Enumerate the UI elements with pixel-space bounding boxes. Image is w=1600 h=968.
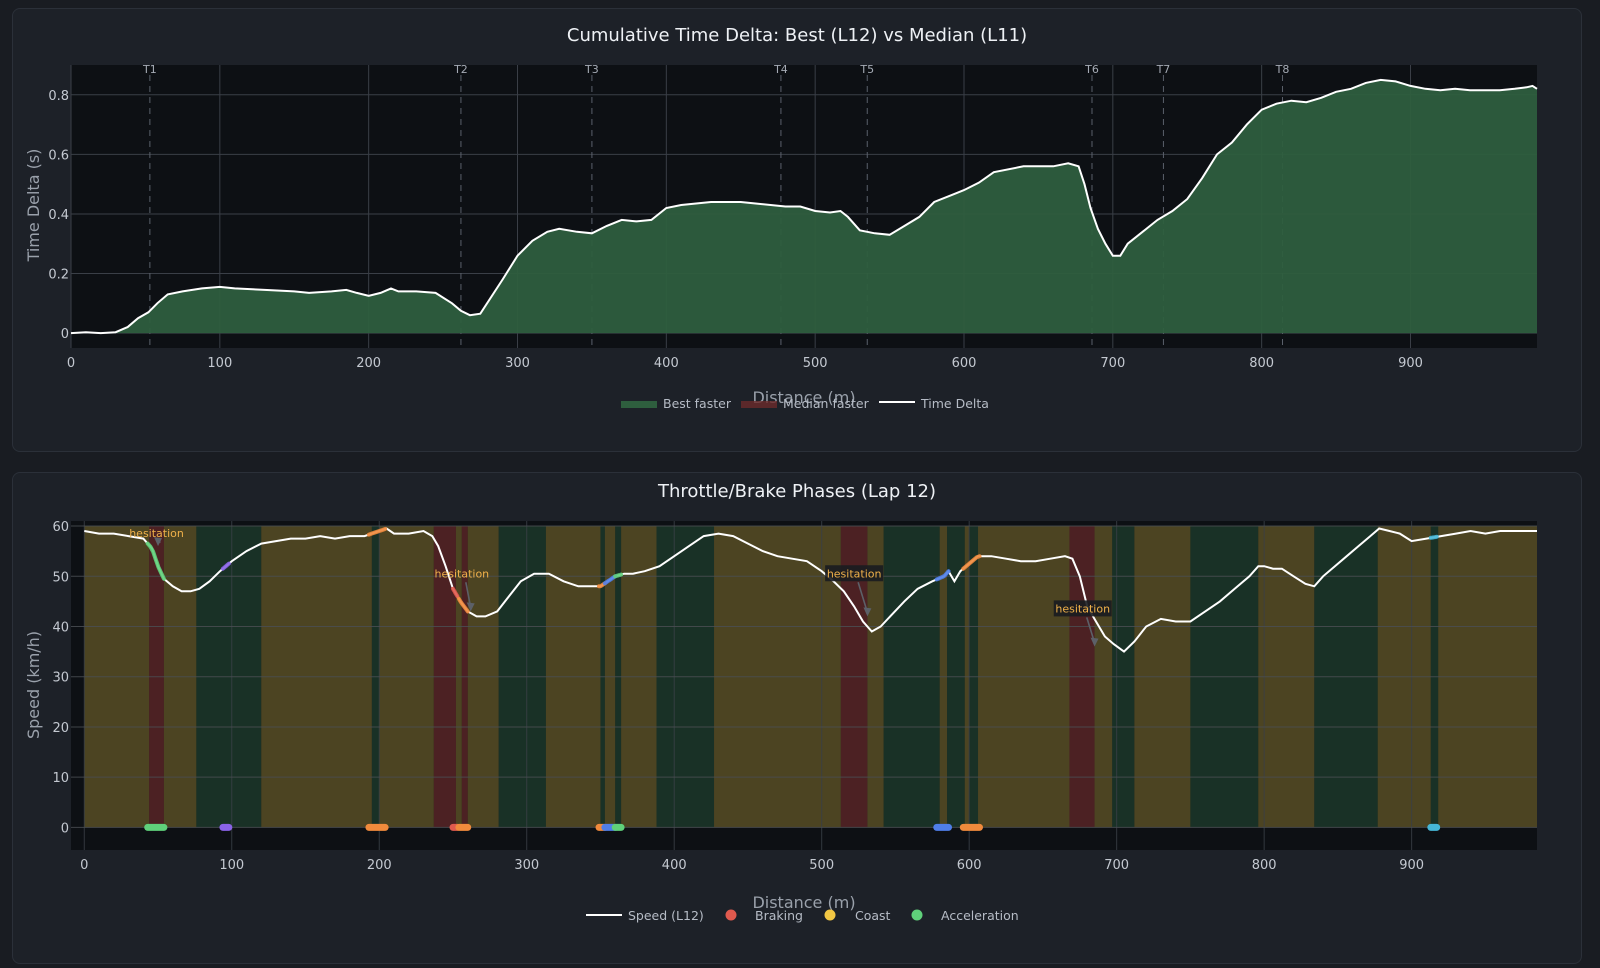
- x-tick-label: 600: [952, 356, 977, 371]
- axis-ticks: 0 100 200 300 400 500 600 700 800 900 0 10 20 30 40 50 6…: [52, 520, 1424, 873]
- x-axis-label: Distance (m): [752, 388, 855, 407]
- legend-swatch-coast[interactable]: [824, 909, 836, 921]
- legend-swatch-braking[interactable]: [725, 909, 737, 921]
- event-marker-trace: [451, 586, 460, 599]
- turn-label: T7: [1156, 63, 1171, 76]
- annotation-arrowhead: [863, 607, 872, 617]
- x-tick-label: 700: [1104, 858, 1129, 873]
- x-tick-label: 300: [514, 858, 539, 873]
- x-tick-label: 200: [356, 356, 381, 371]
- x-tick-label: 400: [654, 356, 679, 371]
- turn-label: T8: [1275, 63, 1290, 76]
- turn-label: T1: [142, 63, 157, 76]
- turn-label: T3: [584, 63, 599, 76]
- annotation-arrow: [857, 582, 869, 613]
- phases-panel: Throttle/Brake Phases (Lap 12) hesitatio…: [12, 472, 1582, 964]
- event-markers: [144, 527, 1441, 831]
- legend-label-median-faster[interactable]: Median faster: [783, 396, 870, 411]
- y-tick-label: 10: [52, 771, 69, 786]
- x-tick-label: 100: [207, 356, 232, 371]
- legend-label-speed[interactable]: Speed (L12): [628, 908, 704, 923]
- legend-swatch-best-faster[interactable]: [621, 401, 657, 408]
- x-tick-label: 200: [367, 858, 392, 873]
- x-tick-label: 800: [1249, 356, 1274, 371]
- legend-label-braking[interactable]: Braking: [755, 908, 803, 923]
- y-tick-label: 0.8: [48, 89, 69, 104]
- y-tick-label: 60: [52, 520, 69, 535]
- legend-label-coast[interactable]: Coast: [855, 908, 891, 923]
- legend-label-best-faster[interactable]: Best faster: [663, 396, 732, 411]
- y-tick-label: 40: [52, 620, 69, 635]
- x-tick-label: 700: [1100, 356, 1125, 371]
- x-axis-label: Distance (m): [752, 893, 855, 912]
- event-marker-trace: [613, 572, 624, 579]
- event-marker-trace: [456, 596, 470, 614]
- x-tick-label: 300: [505, 356, 530, 371]
- y-tick-label: 30: [52, 671, 69, 686]
- y-tick-label: 0.6: [48, 148, 69, 163]
- turn-label: T2: [453, 63, 468, 76]
- y-tick-label: 0: [61, 821, 69, 836]
- event-marker-trace: [145, 541, 166, 581]
- annotation-arrowhead: [466, 602, 475, 612]
- event-marker-trace: [602, 574, 618, 586]
- legend: Speed (L12) Braking Coast Acceleration: [586, 908, 1019, 923]
- x-tick-label: 0: [67, 356, 75, 371]
- event-marker-trace: [1428, 534, 1439, 540]
- x-tick-label: 900: [1399, 858, 1424, 873]
- annotation-label: hesitation: [1055, 602, 1110, 615]
- x-tick-label: 500: [803, 356, 828, 371]
- axis-ticks: 0 100 200 300 400 500 600 700 800 900 0 0.2 0.4 0.6 0.…: [48, 89, 1423, 371]
- event-marker-trace: [220, 561, 231, 571]
- annotation-box: [825, 565, 884, 582]
- turn-label: T5: [859, 63, 874, 76]
- y-tick-label: 0.2: [48, 268, 69, 283]
- turn-label: T4: [773, 63, 788, 76]
- y-tick-label: 20: [52, 721, 69, 736]
- turn-label: T6: [1084, 63, 1099, 76]
- x-tick-label: 900: [1398, 356, 1423, 371]
- chart-title-time-delta: Cumulative Time Delta: Best (L12) vs Med…: [566, 25, 1028, 46]
- annotation-arrowhead: [1090, 637, 1099, 647]
- legend-label-time-delta[interactable]: Time Delta: [920, 396, 989, 411]
- annotations: hesitation hesitation hesitation hesitation: [129, 527, 1112, 647]
- x-tick-label: 600: [957, 858, 982, 873]
- event-marker-trace: [961, 554, 982, 571]
- x-tick-label: 500: [809, 858, 834, 873]
- annotation-label: hesitation: [129, 527, 184, 540]
- y-axis-label: Time Delta (s): [24, 149, 43, 263]
- legend: Best faster Median faster Time Delta: [621, 396, 989, 411]
- annotation-label: hesitation: [827, 567, 882, 580]
- annotation-box: [1053, 600, 1112, 617]
- event-marker-trace: [934, 569, 951, 582]
- y-tick-label: 0: [61, 327, 69, 342]
- y-tick-label: 0.4: [48, 208, 69, 223]
- annotation-arrowhead: [154, 537, 163, 547]
- chart-title-phases: Throttle/Brake Phases (Lap 12): [657, 481, 937, 502]
- time-delta-panel: Cumulative Time Delta: Best (L12) vs Med…: [12, 8, 1582, 452]
- best-faster-area: [71, 79, 1537, 334]
- x-tick-label: 100: [219, 858, 244, 873]
- y-axis-label: Speed (km/h): [24, 631, 43, 739]
- y-tick-label: 50: [52, 570, 69, 585]
- legend-swatch-acceleration[interactable]: [911, 909, 923, 921]
- x-tick-label: 400: [662, 858, 687, 873]
- x-tick-label: 0: [80, 858, 88, 873]
- legend-label-acceleration[interactable]: Acceleration: [941, 908, 1019, 923]
- event-marker-trace: [366, 527, 388, 537]
- annotation-label: hesitation: [435, 567, 490, 580]
- x-tick-label: 800: [1252, 858, 1277, 873]
- time-delta-chart: T1 T2 T3 T4 T5 T6 T7 T8 0 100 200 300 400 500 600 700 8…: [24, 63, 1538, 411]
- legend-swatch-median-faster[interactable]: [741, 401, 777, 408]
- time-delta-line: [70, 78, 1538, 335]
